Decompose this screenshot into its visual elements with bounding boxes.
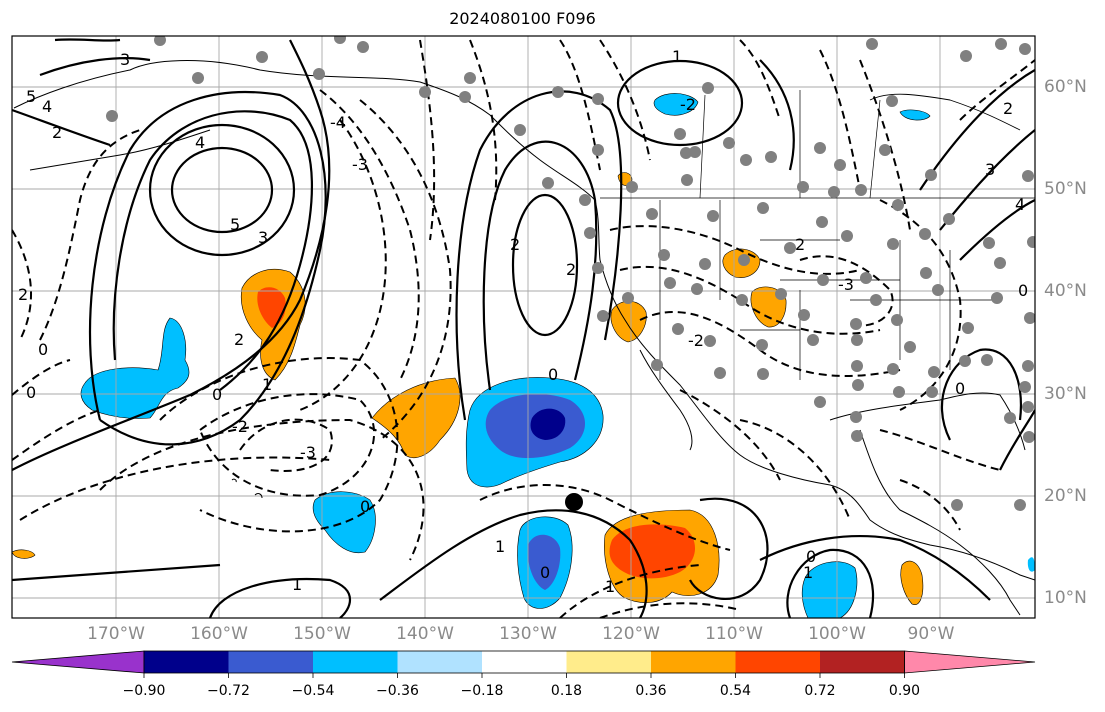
lon-label: 90°W	[907, 624, 955, 644]
contour-label: 1	[605, 577, 615, 596]
contour-label: 0	[212, 385, 222, 404]
contour-label: -3	[300, 443, 316, 462]
colorbar-left-arrow	[11, 650, 145, 674]
contour-label: 3	[120, 50, 130, 69]
contour-label: 4	[1015, 195, 1025, 214]
contour-label: 0	[548, 365, 558, 384]
colorbar-bin	[482, 651, 567, 673]
colorbar-label: −0.72	[207, 683, 250, 699]
colorbar-label: 0.18	[550, 683, 583, 699]
map-title: 2024080100 F096	[449, 9, 596, 28]
station-dots	[106, 36, 1035, 511]
contour-label: 1	[292, 575, 302, 594]
colorbar	[11, 650, 1036, 678]
contour-label: 0	[26, 383, 36, 402]
colorbar-label: 0.36	[635, 683, 667, 699]
contour-label: 2	[566, 260, 576, 279]
contour-label: -2	[688, 331, 704, 350]
contours-dashed	[12, 39, 1035, 618]
shade-blue-edge-e	[1027, 557, 1035, 572]
contour-labels: 5 4 3 2 1 0 2 2 1 -2 2 3 4 -3 -2 1 1 0 0…	[18, 47, 1028, 596]
colorbar-bin	[144, 651, 229, 673]
colorbar-bin	[397, 651, 482, 673]
contour-label: 2	[52, 123, 62, 142]
shade-blue-hudson	[899, 109, 931, 121]
contour-label: 0	[955, 379, 965, 398]
lat-label: 60°N	[1044, 77, 1087, 97]
contour-label: 1	[803, 563, 813, 582]
lat-label: 10°N	[1044, 588, 1087, 608]
colorbar-label: 0.54	[719, 683, 752, 699]
contour-label: 0	[360, 497, 370, 516]
contour-label: 4	[195, 133, 205, 152]
lat-label: 20°N	[1044, 486, 1087, 506]
lon-label: 140°W	[396, 624, 454, 644]
lon-label: 170°W	[87, 624, 145, 644]
contour-label: 0	[540, 563, 550, 582]
colorbar-label: −0.90	[122, 683, 166, 699]
colorbar-label: 0.72	[804, 683, 836, 699]
contour-label: 3	[258, 228, 268, 247]
lon-label: 130°W	[499, 624, 557, 644]
colorbar-bin	[228, 651, 313, 673]
colorbar-border	[143, 650, 905, 674]
colorbar-right-arrow	[904, 650, 1036, 674]
colorbar-label: −0.54	[291, 683, 335, 699]
shade-red-west	[257, 287, 286, 328]
contour-label: 1	[495, 537, 505, 556]
lat-label: 40°N	[1044, 281, 1087, 301]
shade-orange-central	[371, 377, 461, 459]
shade-blue-canada	[653, 93, 699, 116]
shade-dark-blue-central	[530, 408, 566, 440]
contour-label: -2	[232, 417, 248, 436]
colorbar-bin	[820, 651, 905, 673]
contours-solid	[12, 38, 1035, 618]
map-frame-border	[11, 35, 1036, 619]
shade-medblue-south	[527, 534, 561, 590]
shade-blue-edge-w	[12, 549, 36, 559]
lon-label: 110°W	[705, 624, 763, 644]
contour-label: 3	[985, 160, 995, 179]
colorbar-bin	[651, 651, 736, 673]
coastlines	[13, 60, 1035, 616]
contour-label: 4	[42, 97, 52, 116]
contour-label: 5	[230, 215, 240, 234]
contour-label: 2	[1003, 99, 1013, 118]
lon-label: 150°W	[293, 624, 351, 644]
contour-label: 5	[26, 87, 36, 106]
colorbar-label: −0.18	[460, 683, 504, 699]
colorbar-label: 0.90	[888, 683, 921, 699]
contour-label: -3	[352, 155, 368, 174]
contour-label: 2	[795, 235, 805, 254]
colorbar-label: −0.36	[376, 683, 419, 699]
graticule	[12, 36, 1035, 618]
contour-label: 0	[806, 547, 816, 566]
shade-orange-gulf	[900, 560, 924, 606]
lon-label: 160°W	[190, 624, 248, 644]
shade-blue-east	[801, 561, 858, 618]
marker-black-dot	[565, 493, 583, 511]
colorbar-bin	[313, 651, 398, 673]
contour-label: 2	[18, 285, 28, 304]
colorbar-bin	[735, 651, 820, 673]
colorbar-bin	[566, 651, 651, 673]
contour-label: 2	[234, 330, 244, 349]
lat-label: 50°N	[1044, 179, 1087, 199]
contour-label: 1	[262, 375, 272, 394]
lat-label: 30°N	[1044, 384, 1087, 404]
shade-blue-sw	[312, 491, 376, 554]
contour-label: 0	[38, 340, 48, 359]
lon-label: 100°W	[808, 624, 866, 644]
contour-label: -3	[838, 275, 854, 294]
contour-label: 1	[672, 47, 682, 66]
contour-label: 0	[1018, 281, 1028, 300]
lon-label: 120°W	[602, 624, 660, 644]
contour-label: -2	[680, 95, 696, 114]
contour-label: 2	[510, 235, 520, 254]
contour-label: -4	[330, 113, 346, 132]
